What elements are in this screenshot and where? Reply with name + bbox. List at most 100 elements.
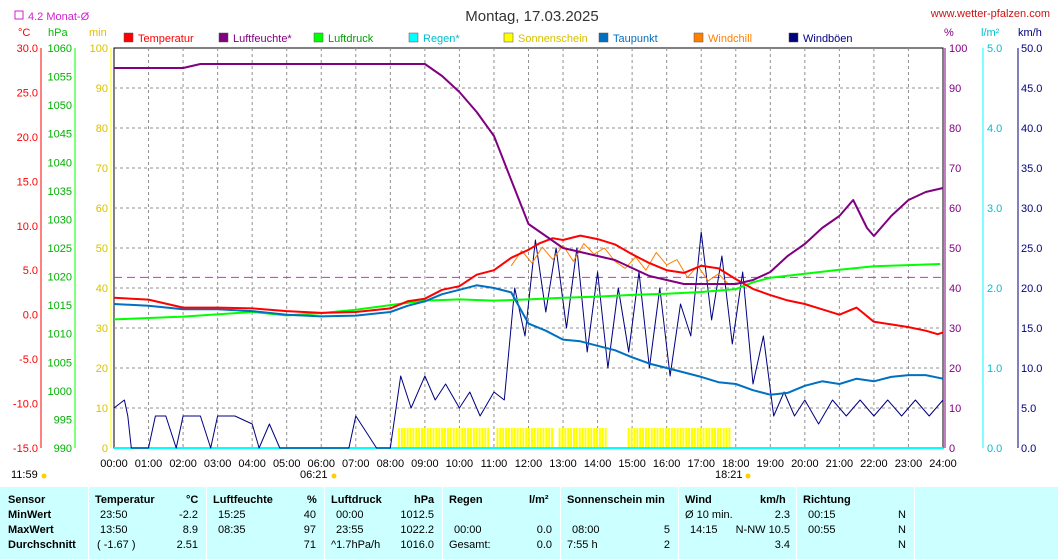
hdr-temperatur: Temperatur bbox=[95, 494, 155, 506]
sunshine-unit: min bbox=[89, 27, 107, 39]
humidity-tick-label: 30 bbox=[949, 323, 961, 335]
sunshine-bar bbox=[572, 428, 575, 448]
sunshine-tick-label: 40 bbox=[96, 283, 108, 295]
sunshine-bar bbox=[705, 428, 708, 448]
temp-unit: °C bbox=[18, 27, 30, 39]
sunshine-tick-label: 10 bbox=[96, 403, 108, 415]
sunshine-bar bbox=[693, 428, 696, 448]
pressure-tick-label: 1005 bbox=[48, 357, 72, 369]
sunshine-bar bbox=[696, 428, 699, 448]
rain-tick-label: 0.0 bbox=[987, 443, 1002, 455]
temp-tick-label: 15.0 bbox=[17, 176, 38, 188]
sunshine-bar bbox=[533, 428, 536, 448]
site-url: www.wetter-pfalzen.com bbox=[930, 8, 1050, 20]
pressure-tick-label: 1025 bbox=[48, 243, 72, 255]
sunshine-bar bbox=[567, 428, 570, 448]
sunshine-bar bbox=[406, 428, 409, 448]
humidity-tick-label: 0 bbox=[949, 443, 955, 455]
wind-time: 14:15 bbox=[690, 524, 718, 536]
press-time: 00:00 bbox=[336, 509, 364, 521]
wind-tick-label: 0.0 bbox=[1021, 443, 1036, 455]
humidity-tick-label: 80 bbox=[949, 123, 961, 135]
legend-label: Taupunkt bbox=[613, 33, 658, 45]
sunshine-bar bbox=[676, 428, 679, 448]
sunshine-bar bbox=[659, 428, 662, 448]
wind-val: N-NW 10.5 bbox=[735, 524, 790, 536]
pressure-tick-label: 1060 bbox=[48, 43, 72, 55]
sunshine-bar bbox=[636, 428, 639, 448]
sunshine-bar bbox=[458, 428, 461, 448]
legend-swatch bbox=[598, 32, 609, 43]
x-tick-label: 05:00 bbox=[273, 458, 301, 470]
humidity-tick-label: 40 bbox=[949, 283, 961, 295]
sunshine-bar bbox=[673, 428, 676, 448]
sunshine-tick-label: 30 bbox=[96, 323, 108, 335]
hum-time: 08:35 bbox=[218, 524, 246, 536]
sunshine-tick-label: 70 bbox=[96, 163, 108, 175]
press-time: ^1.7hPa/h bbox=[331, 539, 381, 551]
chart-grid bbox=[113, 47, 944, 449]
wind-tick-label: 5.0 bbox=[1021, 403, 1036, 415]
sunshine-bar bbox=[581, 428, 584, 448]
x-tick-label: 07:00 bbox=[342, 458, 370, 470]
sunshine-bar bbox=[670, 428, 673, 448]
wind-time: Ø 10 min. bbox=[685, 509, 733, 521]
wind-tick-label: 20.0 bbox=[1021, 283, 1042, 295]
pressure-tick-label: 995 bbox=[54, 414, 72, 426]
sunshine-bar bbox=[415, 428, 418, 448]
x-tick-label: 02:00 bbox=[169, 458, 197, 470]
x-tick-label: 18:00 bbox=[722, 458, 750, 470]
temp-val: -2.2 bbox=[179, 509, 198, 521]
hdr-luftfeuchte: Luftfeuchte bbox=[213, 494, 273, 506]
sunshine-bar bbox=[542, 428, 545, 448]
humidity-tick-label: 50 bbox=[949, 243, 961, 255]
sunshine-bar bbox=[539, 428, 542, 448]
sunshine-bar bbox=[522, 428, 525, 448]
sunshine-bar bbox=[601, 428, 604, 448]
temp-val: 8.9 bbox=[182, 524, 198, 536]
sunshine-bar bbox=[403, 428, 406, 448]
sunshine-bar bbox=[633, 428, 636, 448]
humidity-tick-label: 100 bbox=[949, 43, 967, 55]
sunshine-bar bbox=[719, 428, 722, 448]
chart-plot-area bbox=[113, 63, 944, 449]
x-tick-label: 10:00 bbox=[446, 458, 474, 470]
series-windchill bbox=[510, 243, 730, 285]
x-tick-label: 15:00 bbox=[618, 458, 646, 470]
sunrise-label: 06:21 bbox=[300, 469, 328, 481]
sunshine-bar bbox=[519, 428, 522, 448]
sunshine-bar bbox=[699, 428, 702, 448]
sunshine-bar bbox=[551, 428, 554, 448]
hdr-luftdruck: Luftdruck bbox=[331, 494, 382, 506]
month-avg-marker bbox=[14, 10, 24, 20]
hdr-wind-unit: km/h bbox=[760, 494, 786, 506]
humidity-unit: % bbox=[944, 27, 954, 39]
sunset-icon bbox=[745, 473, 751, 479]
sunshine-bar bbox=[472, 428, 475, 448]
sunshine-bar bbox=[426, 428, 429, 448]
x-tick-label: 03:00 bbox=[204, 458, 232, 470]
rain-tick-label: 5.0 bbox=[987, 43, 1002, 55]
pressure-tick-label: 1045 bbox=[48, 129, 72, 141]
sunshine-bar bbox=[593, 428, 596, 448]
sunset-label: 18:21 bbox=[715, 469, 743, 481]
hum-val: 71 bbox=[303, 539, 316, 551]
press-val: 1016.0 bbox=[400, 539, 434, 551]
sun-val: 2 bbox=[663, 539, 670, 551]
series-windböen bbox=[113, 231, 944, 449]
sunshine-bar bbox=[412, 428, 415, 448]
humidity-tick-label: 70 bbox=[949, 163, 961, 175]
pressure-tick-label: 1040 bbox=[48, 157, 72, 169]
sunshine-tick-label: 60 bbox=[96, 203, 108, 215]
x-tick-label: 00:00 bbox=[100, 458, 128, 470]
legend-label: Luftfeuchte* bbox=[233, 33, 292, 45]
chart-title: Montag, 17.03.2025 bbox=[465, 8, 598, 25]
sunshine-bar bbox=[545, 428, 548, 448]
x-tick-label: 21:00 bbox=[826, 458, 854, 470]
x-tick-label: 08:00 bbox=[377, 458, 405, 470]
dir-val: N bbox=[898, 524, 906, 536]
sunshine-bar bbox=[604, 428, 607, 448]
temp-tick-label: -10.0 bbox=[13, 399, 38, 411]
sunshine-bar bbox=[513, 428, 516, 448]
pressure-tick-label: 1035 bbox=[48, 186, 72, 198]
